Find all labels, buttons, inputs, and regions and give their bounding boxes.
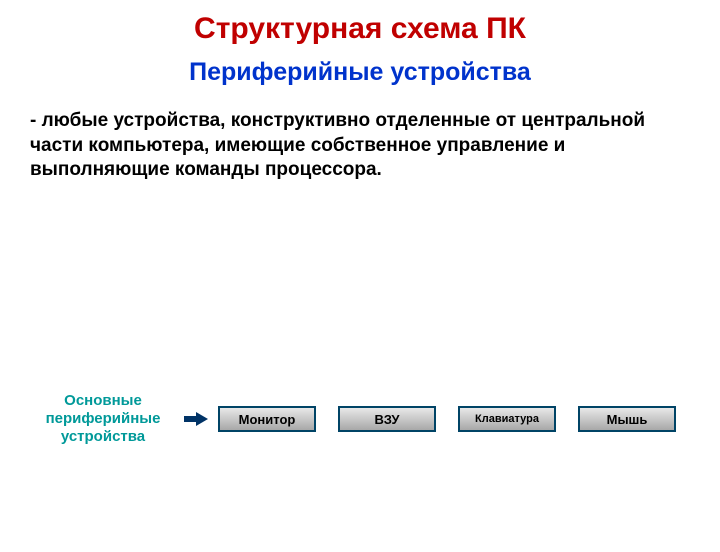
side-label-line3: устройства (61, 428, 145, 445)
side-label-line1: Основные (64, 392, 142, 409)
box-vzu: ВЗУ (338, 406, 436, 432)
box-mouse: Мышь (578, 406, 676, 432)
diagram-row: Основные периферийные устройства Монитор… (0, 392, 720, 446)
box-keyboard: Клавиатура (458, 406, 556, 432)
side-label-line2: периферийные (46, 410, 161, 427)
page-title: Структурная схема ПК (0, 12, 720, 46)
boxes-container: Монитор ВЗУ Клавиатура Мышь (218, 406, 676, 432)
description-text: - любые устройства, конструктивно отделе… (30, 109, 690, 183)
page-subtitle: Периферийные устройства (0, 58, 720, 87)
side-label: Основные периферийные устройства (28, 392, 178, 446)
box-monitor: Монитор (218, 406, 316, 432)
arrow-icon (184, 412, 208, 426)
